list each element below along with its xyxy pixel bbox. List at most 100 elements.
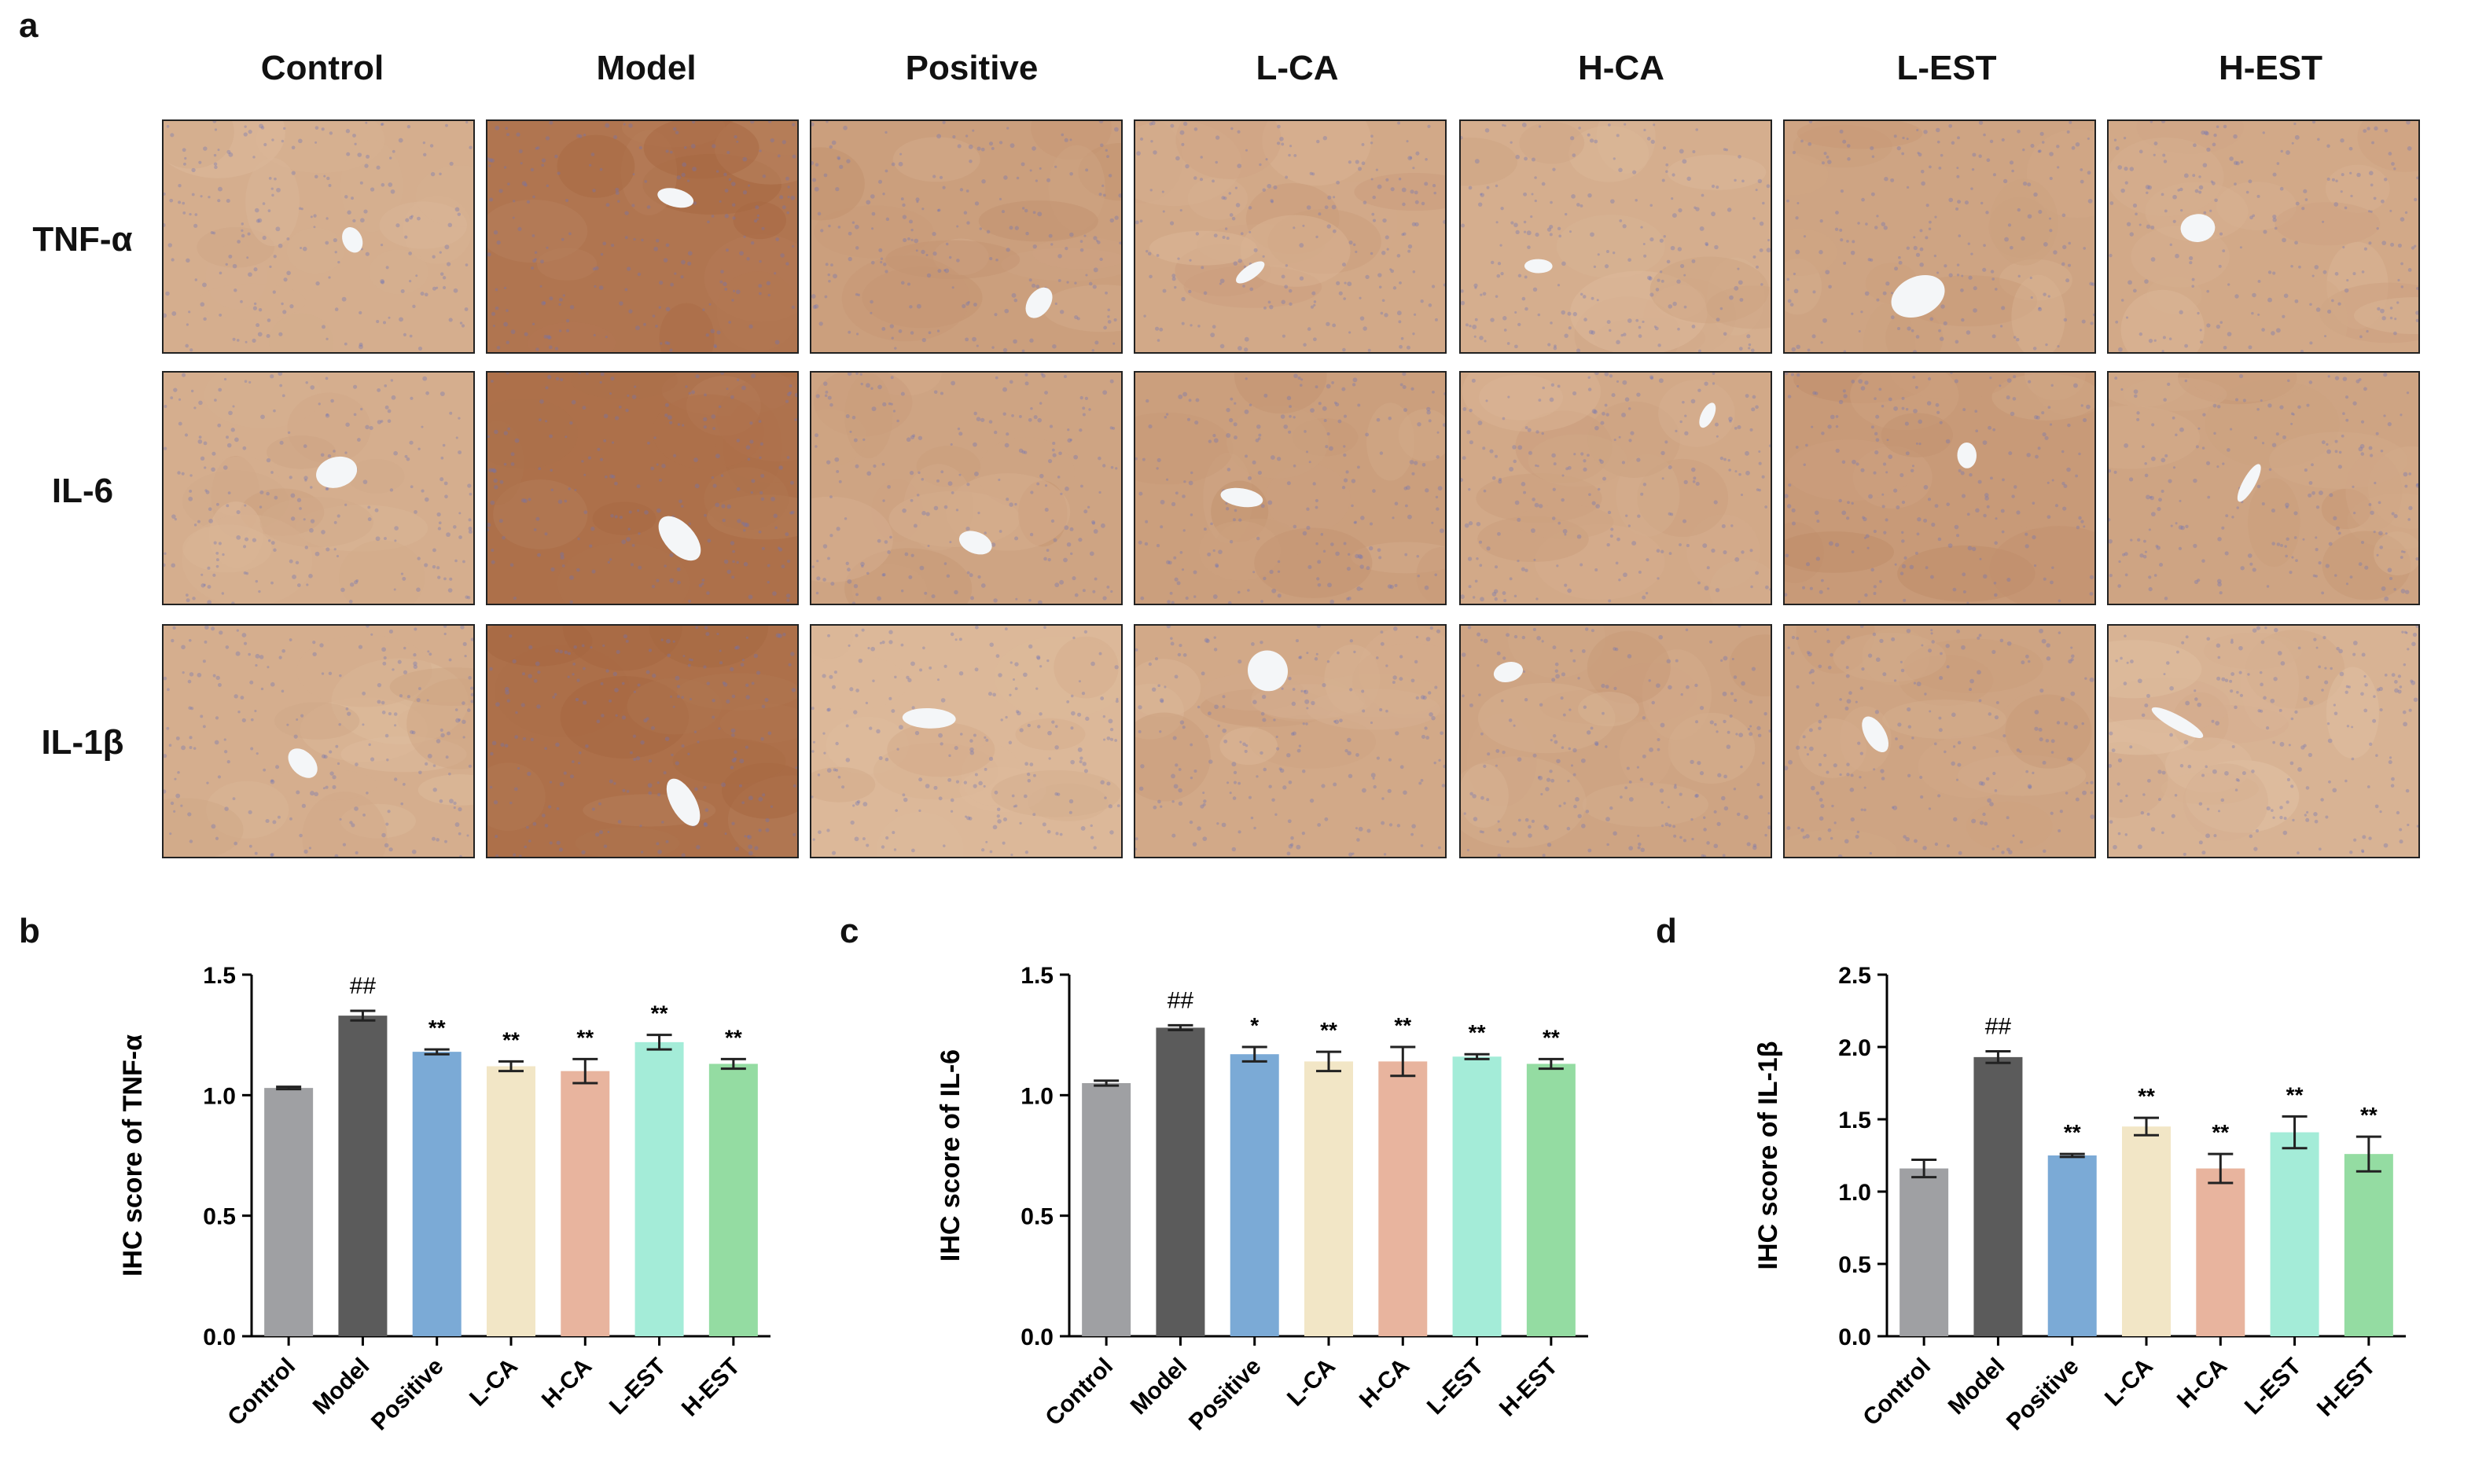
significance-positive: ** (2064, 1120, 2081, 1144)
micrograph-il-6-h-est (2107, 371, 2420, 605)
y-tick-label: 0.5 (203, 1204, 236, 1230)
x-tick-label-h-ca: H-CA (1355, 1354, 1414, 1413)
significance-model: ## (350, 973, 377, 999)
micrograph-il-6-l-ca (1134, 371, 1447, 605)
bar-h-ca (2196, 1168, 2245, 1336)
y-tick-label: 2.5 (1838, 963, 1871, 989)
y-tick-label: 0.0 (1021, 1324, 1054, 1350)
y-tick-label: 1.5 (1838, 1107, 1871, 1133)
y-tick-label: 1.0 (1021, 1083, 1054, 1109)
micrograph-il-1beta-h-est (2107, 624, 2420, 858)
significance-h-est: ** (1543, 1025, 1560, 1049)
chart-il-1beta: IHC score of IL-1β 0.0 0.5 1.0 1.5 2.0 2.5 Cont… (1753, 963, 2406, 1436)
x-tick-label-h-est: H-EST (677, 1354, 745, 1422)
bar-positive (2047, 1155, 2097, 1336)
bar-h-est (1526, 1063, 1576, 1336)
bar-h-est (2344, 1154, 2393, 1336)
x-tick-label-l-est: L-EST (1422, 1354, 1489, 1420)
significance-positive: * (1250, 1013, 1259, 1038)
significance-l-est: ** (1469, 1020, 1486, 1045)
x-tick-label-l-ca: L-CA (1282, 1354, 1340, 1412)
bar-l-est (1452, 1056, 1502, 1336)
y-axis-label: IHC score of IL-6 (936, 1049, 965, 1262)
bar-l-ca (487, 1066, 535, 1336)
bar-model (1156, 1027, 1205, 1336)
y-axis-label: IHC score of IL-1β (1753, 1041, 1783, 1270)
micrograph-il-6-h-ca (1459, 371, 1772, 605)
significance-l-est: ** (651, 1001, 668, 1026)
row-label-il-6: IL-6 (51, 472, 114, 510)
column-label-model: Model (596, 49, 697, 87)
x-tick-label-positive: Positive (2002, 1354, 2084, 1436)
x-tick-label-model: Model (1944, 1354, 2010, 1420)
micrograph-tnf-alpha-l-est (1783, 119, 2096, 354)
significance-positive: ** (428, 1016, 446, 1040)
significance-l-ca: ** (2138, 1084, 2155, 1108)
x-tick-label-l-ca: L-CA (2100, 1354, 2158, 1412)
panel-letter-d: d (1656, 912, 1677, 950)
micrograph-il-1beta-h-ca (1459, 624, 1772, 858)
row-label-tnf-alpha: TNF-α (32, 220, 133, 259)
significance-l-ca: ** (502, 1027, 520, 1052)
bar-positive (1230, 1054, 1279, 1336)
significance-model: ## (1985, 1014, 2012, 1040)
bar-h-est (708, 1063, 758, 1336)
x-tick-label-control: Control (1040, 1354, 1118, 1431)
x-tick-label-h-est: H-EST (2312, 1354, 2381, 1422)
bar-model (1973, 1056, 2023, 1336)
micrograph-tnf-alpha-h-ca (1459, 119, 1772, 354)
panel-letter-a: a (19, 6, 39, 45)
y-tick-label: 0.5 (1021, 1204, 1054, 1230)
y-tick-label: 0.0 (203, 1324, 236, 1350)
row-label-il-1beta: IL-1β (41, 723, 124, 762)
bar-l-est (2270, 1132, 2319, 1336)
y-tick-label: 1.5 (203, 963, 236, 989)
column-label-l-ca: L-CA (1256, 49, 1339, 87)
x-tick-label-h-ca: H-CA (537, 1354, 597, 1413)
x-tick-label-l-est: L-EST (605, 1354, 671, 1420)
x-tick-label-control: Control (1858, 1354, 1936, 1431)
x-tick-label-l-ca: L-CA (465, 1354, 523, 1412)
micrograph-il-6-positive (810, 371, 1123, 605)
significance-h-ca: ** (1394, 1013, 1411, 1038)
x-tick-label-l-est: L-EST (2240, 1354, 2307, 1420)
x-tick-label-h-ca: H-CA (2172, 1354, 2232, 1413)
bar-h-ca (561, 1071, 610, 1336)
significance-h-ca: ** (576, 1025, 594, 1049)
bar-control (1899, 1168, 1949, 1336)
y-tick-label: 0.0 (1838, 1324, 1871, 1350)
micrograph-il-1beta-positive (810, 624, 1123, 858)
bar-l-ca (2122, 1126, 2171, 1336)
column-label-positive: Positive (905, 49, 1039, 87)
significance-l-est: ** (2286, 1082, 2304, 1107)
micrograph-tnf-alpha-control (162, 119, 475, 354)
bar-l-ca (1304, 1061, 1353, 1336)
column-label-l-est: L-EST (1896, 49, 1997, 87)
y-tick-label: 0.5 (1838, 1252, 1871, 1278)
x-tick-label-positive: Positive (1184, 1354, 1267, 1436)
significance-h-est: ** (725, 1025, 742, 1049)
x-tick-label-h-est: H-EST (1495, 1354, 1563, 1422)
column-label-control: Control (260, 49, 384, 87)
micrograph-il-6-l-est (1783, 371, 2096, 605)
significance-h-ca: ** (2212, 1120, 2229, 1144)
x-tick-label-control: Control (222, 1354, 300, 1431)
column-label-h-ca: H-CA (1578, 49, 1664, 87)
chart-il-6: IHC score of IL-6 0.0 0.5 1.0 1.5 Control ## Mo… (936, 963, 1588, 1436)
significance-l-ca: ** (1320, 1018, 1337, 1042)
chart-tnf-alpha: IHC score of TNF-α 0.0 0.5 1.0 1.5 Control ## M… (118, 963, 770, 1435)
micrograph-tnf-alpha-h-est (2107, 119, 2420, 354)
micrograph-tnf-alpha-l-ca (1134, 119, 1447, 354)
y-tick-label: 1.0 (1838, 1180, 1871, 1206)
bar-h-ca (1378, 1061, 1428, 1336)
x-tick-label-model: Model (308, 1354, 375, 1420)
micrograph-il-6-control (162, 371, 475, 605)
micrograph-tnf-alpha-model (486, 119, 799, 354)
micrograph-tnf-alpha-positive (810, 119, 1123, 354)
significance-model: ## (1168, 987, 1194, 1013)
panel-letter-b: b (19, 912, 40, 950)
bar-control (1082, 1083, 1131, 1336)
column-label-h-est: H-EST (2219, 49, 2322, 87)
y-axis-label: IHC score of TNF-α (118, 1034, 148, 1276)
panel-letter-c: c (840, 912, 859, 950)
